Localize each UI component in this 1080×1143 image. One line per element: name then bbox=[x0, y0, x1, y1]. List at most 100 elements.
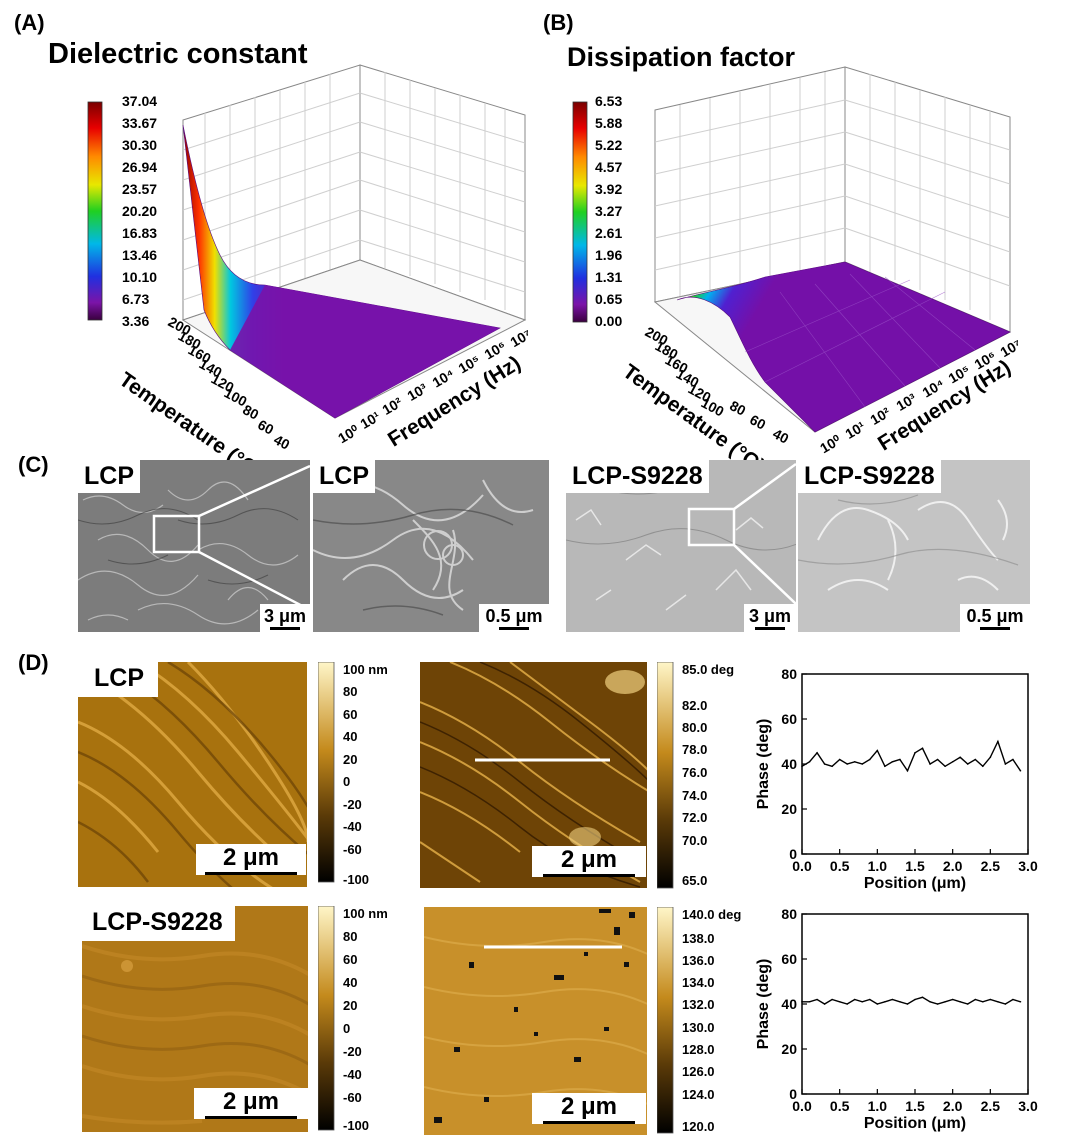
scale-label: 2 μm bbox=[222, 844, 280, 871]
afm-height-lcp: LCP 2 μm bbox=[78, 662, 307, 887]
x-tick-label: 0.5 bbox=[830, 858, 850, 874]
scale-label: 0.5 μm bbox=[485, 606, 543, 626]
data-point bbox=[997, 1000, 999, 1003]
data-point bbox=[853, 998, 856, 1001]
afm-scale-bar: 2 μm bbox=[194, 1088, 308, 1119]
scale-label: 0.5 μm bbox=[966, 606, 1024, 626]
height-tick: 0 bbox=[343, 1021, 351, 1036]
data-point bbox=[1012, 998, 1014, 1001]
height-tick: 80 bbox=[343, 929, 358, 944]
sem-texture bbox=[313, 460, 549, 632]
sem-tag: LCP-S9228 bbox=[798, 460, 941, 493]
x-tick-label: 1.0 bbox=[868, 858, 888, 874]
data-point bbox=[816, 751, 818, 754]
data-point bbox=[1004, 763, 1007, 765]
dissipation-3d-plot bbox=[572, 66, 1012, 433]
sem-tag: LCP bbox=[313, 460, 375, 493]
y-tick-label: 80 bbox=[781, 666, 797, 682]
scale-label: 3 μm bbox=[263, 606, 307, 626]
data-point bbox=[884, 765, 886, 768]
height-tick: -60 bbox=[343, 1090, 362, 1105]
afm-height-lcp-s9228: LCP-S9228 2 μm bbox=[82, 906, 308, 1132]
colorbar-tick: 33.67 bbox=[122, 115, 158, 131]
afm-phase-colorbar bbox=[657, 907, 674, 1134]
y-tick-label: 20 bbox=[781, 1041, 797, 1057]
afm-phase-ticks: 85.0 deg 82.0 80.0 78.0 76.0 74.0 72.0 7… bbox=[682, 662, 762, 890]
height-tick: 100 nm bbox=[343, 906, 388, 921]
x-tick-label: 1.0 bbox=[868, 1098, 888, 1114]
data-point bbox=[861, 763, 864, 765]
data-point bbox=[869, 758, 871, 761]
data-point bbox=[899, 1000, 901, 1003]
data-point bbox=[989, 998, 992, 1001]
phase-tick: 72.0 bbox=[682, 810, 708, 825]
phase-tick: 65.0 bbox=[682, 873, 708, 888]
x-axis-label: Position (μm) bbox=[864, 875, 966, 892]
sem-tag: LCP-S9228 bbox=[566, 460, 709, 493]
data-point bbox=[816, 998, 818, 1001]
data-point bbox=[989, 756, 992, 759]
afm-height-ticks: 100 nm 80 60 40 20 0 -20 -40 -60 -100 bbox=[343, 906, 413, 1136]
data-point bbox=[951, 998, 954, 1001]
data-point bbox=[869, 998, 871, 1001]
colorbar-tick: 5.22 bbox=[595, 137, 623, 153]
data-point bbox=[921, 747, 924, 750]
afm-scale-bar: 2 μm bbox=[196, 844, 306, 875]
colorbar-tick: 37.04 bbox=[122, 93, 158, 109]
phase-tick: 74.0 bbox=[682, 788, 708, 803]
afm-scale-bar: 2 μm bbox=[532, 846, 646, 877]
phase-tick: 85.0 deg bbox=[682, 662, 735, 677]
colorbar-tick: 3.27 bbox=[595, 203, 623, 219]
phase-tick: 138.0 bbox=[682, 931, 715, 946]
y-tick-label: 40 bbox=[781, 996, 797, 1012]
data-point bbox=[914, 751, 916, 754]
sem-tag: LCP bbox=[78, 460, 140, 493]
colorbar-tick: 3.36 bbox=[122, 313, 150, 329]
panel-b-title: Dissipation factor bbox=[567, 42, 796, 72]
y-axis-label: Phase (deg) bbox=[755, 959, 772, 1050]
x-tick-label: 0.0 bbox=[792, 858, 812, 874]
data-point bbox=[876, 1003, 879, 1005]
data-point bbox=[899, 758, 901, 761]
data-point bbox=[823, 1003, 826, 1005]
data-point bbox=[831, 765, 833, 768]
colorbar-tick: 0.65 bbox=[595, 291, 623, 307]
data-point bbox=[982, 765, 984, 768]
colorbar-tick: 26.94 bbox=[122, 159, 158, 175]
data-point bbox=[853, 760, 856, 763]
y-tick-label: 20 bbox=[781, 801, 797, 817]
colorbar-tick: 0.00 bbox=[595, 313, 623, 329]
data-point bbox=[982, 1000, 984, 1003]
height-tick: -40 bbox=[343, 1067, 362, 1082]
phase-series-line bbox=[802, 996, 1021, 1005]
phase-tick: 70.0 bbox=[682, 833, 708, 848]
data-point bbox=[808, 1000, 811, 1003]
height-tick: -100 bbox=[343, 1118, 370, 1133]
sem-image-lcp-s9228-low: LCP-S9228 3 μm bbox=[566, 460, 796, 632]
data-point bbox=[974, 998, 977, 1001]
height-tick: -40 bbox=[343, 819, 362, 834]
height-tick: 40 bbox=[343, 729, 358, 744]
phase-tick: 76.0 bbox=[682, 765, 708, 780]
data-point bbox=[921, 996, 924, 999]
afm-tag: LCP bbox=[78, 662, 158, 697]
y-axis-label: Phase (deg) bbox=[755, 719, 772, 810]
scale-label: 2 μm bbox=[560, 846, 618, 873]
phase-profile-chart-lcp: 0 20 40 60 80 0.0 0.5 1.0 1.5 2.0 2.5 3.0 Position (… bbox=[755, 666, 1038, 892]
afm-phase-lcp: 2 μm bbox=[420, 662, 647, 888]
colorbar-tick: 3.92 bbox=[595, 181, 623, 197]
afm-tag: LCP-S9228 bbox=[82, 906, 235, 941]
phase-tick: 120.0 bbox=[682, 1119, 715, 1134]
scale-line bbox=[270, 627, 300, 630]
data-point bbox=[861, 1000, 864, 1003]
data-point bbox=[929, 1000, 931, 1003]
data-point bbox=[944, 1000, 946, 1003]
height-tick: 40 bbox=[343, 975, 358, 990]
sem-scale-bar: 3 μm bbox=[260, 604, 310, 632]
afm-height-colorbar bbox=[318, 906, 335, 1131]
x-axis-label: Position (μm) bbox=[864, 1115, 966, 1132]
afm-phase-ticks: 140.0 deg 138.0 136.0 134.0 132.0 130.0 … bbox=[682, 907, 772, 1137]
sem-image-lcp-high: LCP 0.5 μm bbox=[313, 460, 549, 632]
scale-line bbox=[755, 627, 785, 630]
scale-label: 2 μm bbox=[222, 1088, 280, 1115]
